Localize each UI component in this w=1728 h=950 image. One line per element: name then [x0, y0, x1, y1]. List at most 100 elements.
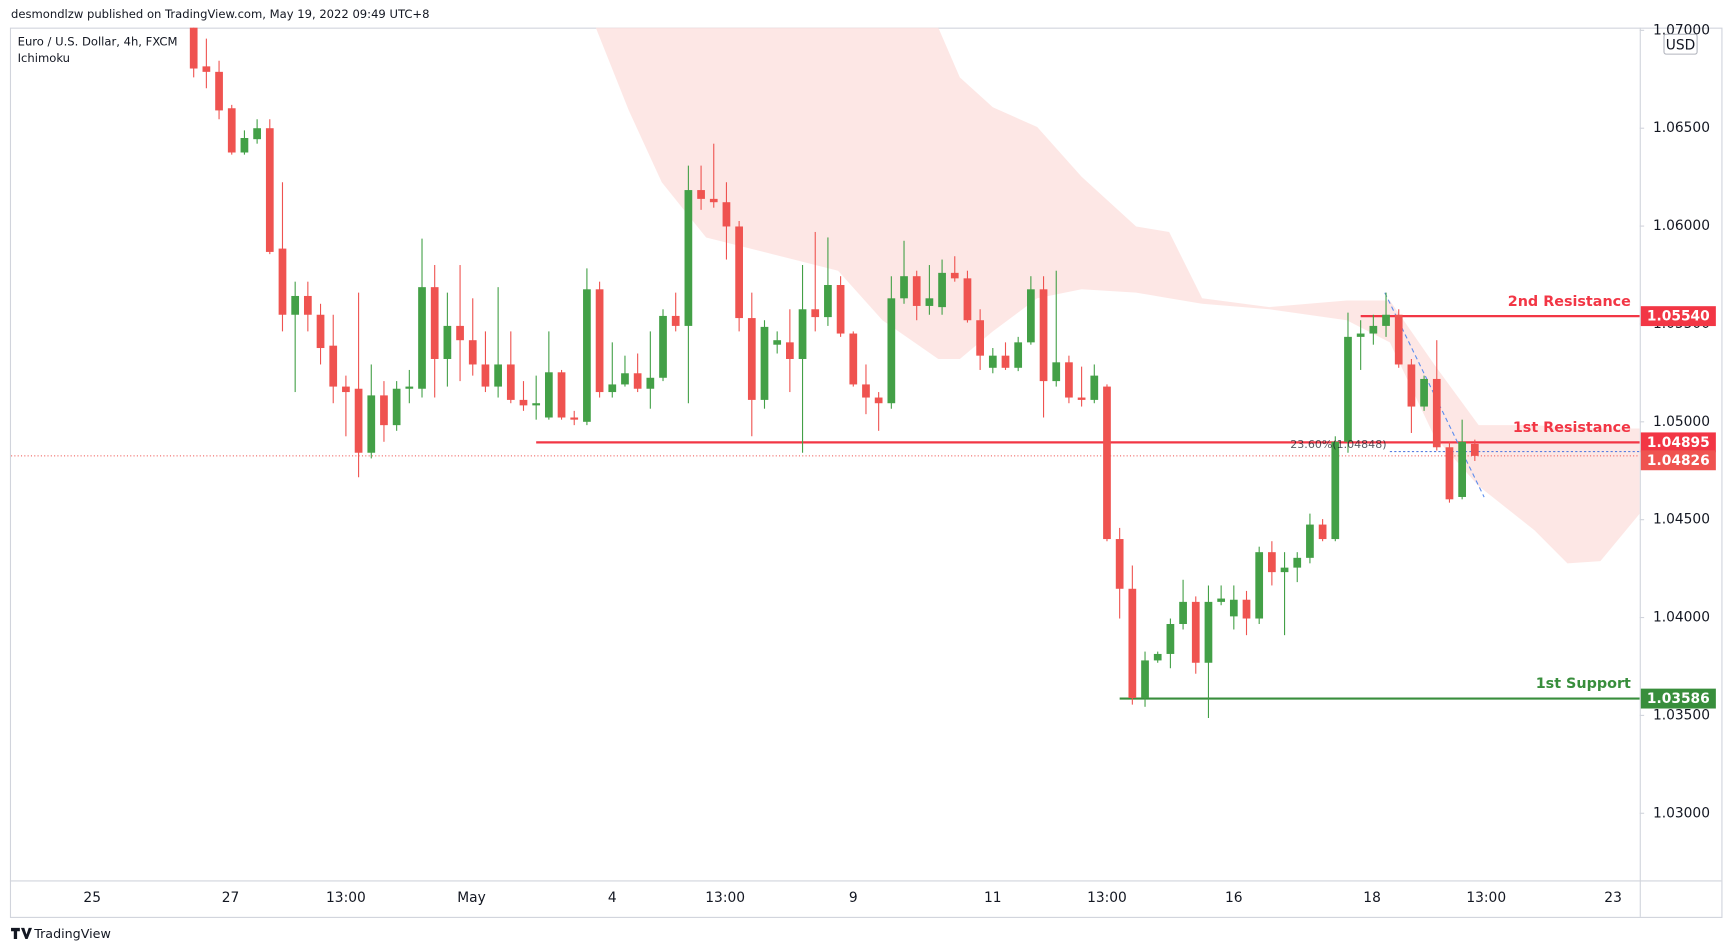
level-labels: 23.60%(1.04848) 2nd Resistance 1st Resista…	[1290, 294, 1631, 692]
x-tick-label: 13:00	[326, 890, 366, 906]
candle-body	[1103, 386, 1111, 540]
candle-body	[646, 377, 655, 389]
candle-body	[1217, 598, 1225, 602]
candle-body	[1242, 599, 1251, 619]
candle-body	[862, 384, 870, 398]
candle-body	[1331, 441, 1340, 540]
candle-body	[456, 325, 464, 341]
y-tick-label: 1.04000	[1653, 610, 1710, 626]
level-name: 1st Support	[1536, 676, 1631, 692]
candle-body	[1027, 289, 1035, 343]
candle-body	[950, 272, 959, 279]
candle-body	[1280, 567, 1289, 573]
indicator-name: Ichimoku	[18, 51, 70, 65]
x-tick-label: 16	[1225, 890, 1243, 906]
candle-body	[519, 399, 528, 406]
candle-body	[1128, 588, 1137, 698]
candle-body	[659, 315, 667, 378]
candle-body	[215, 71, 223, 111]
levels-layer	[11, 315, 1640, 700]
y-tick-label: 1.06500	[1653, 120, 1710, 136]
candle-body	[1191, 601, 1200, 663]
candle-body	[1014, 342, 1023, 368]
candle-body	[1407, 364, 1416, 407]
candle-body	[544, 372, 553, 418]
x-tick-label: 13:00	[1466, 890, 1506, 906]
candle-body	[1039, 289, 1048, 382]
candle-body	[342, 386, 350, 393]
candle-body	[405, 386, 414, 389]
y-tick-label: 1.06000	[1653, 218, 1710, 234]
candle-body	[824, 284, 832, 318]
candle-body	[887, 298, 896, 404]
y-tick-label: 1.03000	[1653, 805, 1710, 821]
candle-body	[722, 202, 731, 227]
candle-body	[1470, 443, 1479, 456]
candle-body	[443, 325, 452, 359]
candle-body	[392, 388, 401, 426]
candle-body	[1318, 524, 1327, 540]
candle-body	[976, 320, 984, 356]
candle-body	[988, 355, 997, 368]
candle-body	[811, 309, 820, 318]
candle-body	[1065, 362, 1073, 398]
fib-label: 23.60%(1.04848)	[1290, 438, 1386, 451]
candle-body	[253, 128, 261, 140]
x-tick-label: 13:00	[1087, 890, 1127, 906]
cloud-layer	[595, 27, 1640, 564]
x-tick-label: 11	[984, 890, 1002, 906]
candle-body	[963, 278, 972, 321]
logo-icon	[11, 927, 32, 939]
x-tick-label: 13:00	[705, 890, 745, 906]
candle-body	[494, 364, 502, 387]
candle-body	[1382, 314, 1390, 326]
level-badge-label: 1.05540	[1647, 309, 1710, 325]
candle-body	[1420, 378, 1428, 407]
candle-body	[1141, 660, 1149, 698]
candle-body	[1077, 397, 1086, 400]
x-tick-label: May	[457, 890, 486, 906]
candle-body	[1394, 314, 1403, 365]
candle-body	[1369, 325, 1378, 334]
candle-body	[303, 295, 312, 315]
candle-body	[316, 314, 325, 349]
candle-body	[709, 198, 718, 203]
level-name: 1st Resistance	[1513, 420, 1631, 436]
candle-body	[925, 298, 934, 306]
candles-layer	[189, 27, 1479, 718]
x-tick-label: 27	[222, 890, 240, 906]
level-badge	[1640, 688, 1716, 709]
candle-body	[1052, 362, 1061, 382]
y-tick-label: 1.03500	[1653, 707, 1710, 723]
level-name: 2nd Resistance	[1508, 294, 1631, 310]
candle-body	[1204, 601, 1213, 663]
ichimoku-cloud	[595, 27, 1640, 564]
candle-body	[595, 289, 604, 393]
candle-body	[1445, 447, 1454, 500]
footer-logo: TradingView	[11, 926, 111, 941]
candle-body	[773, 340, 782, 345]
candle-body	[354, 388, 363, 453]
candle-body	[938, 272, 946, 308]
candle-body	[798, 309, 807, 359]
x-tick-label: 18	[1363, 890, 1381, 906]
candle-body	[1344, 336, 1352, 442]
candle-body	[1001, 355, 1010, 368]
candle-body	[1166, 624, 1175, 654]
candle-body	[874, 397, 883, 404]
candle-body	[1255, 552, 1264, 619]
candle-body	[202, 66, 211, 72]
level-badge-label: 1.03586	[1647, 691, 1710, 707]
candle-body	[240, 138, 249, 153]
candle-body	[1090, 375, 1099, 400]
footer-text: TradingView	[33, 926, 111, 941]
candle-body	[291, 295, 300, 315]
currency-box	[1663, 33, 1698, 55]
candle-body	[912, 276, 921, 306]
candle-body	[1153, 653, 1162, 661]
candle-body	[570, 417, 579, 420]
candle-body	[430, 287, 439, 359]
plot: 23.60%(1.04848) 2nd Resistance 1st Resista…	[11, 27, 1640, 718]
candle-body	[760, 326, 769, 400]
